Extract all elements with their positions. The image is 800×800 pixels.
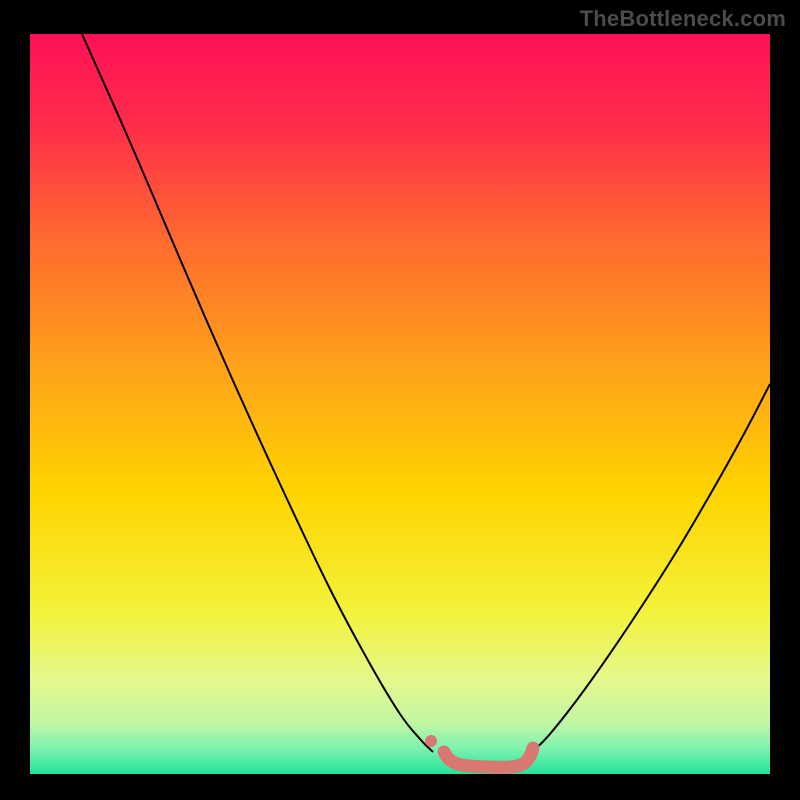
bottleneck-curve-chart: [30, 34, 770, 774]
watermark-text: TheBottleneck.com: [580, 6, 786, 32]
gradient-background: [30, 34, 770, 774]
optimal-range-dot: [425, 735, 437, 747]
chart-frame: TheBottleneck.com: [0, 0, 800, 800]
plot-area: [30, 34, 770, 774]
